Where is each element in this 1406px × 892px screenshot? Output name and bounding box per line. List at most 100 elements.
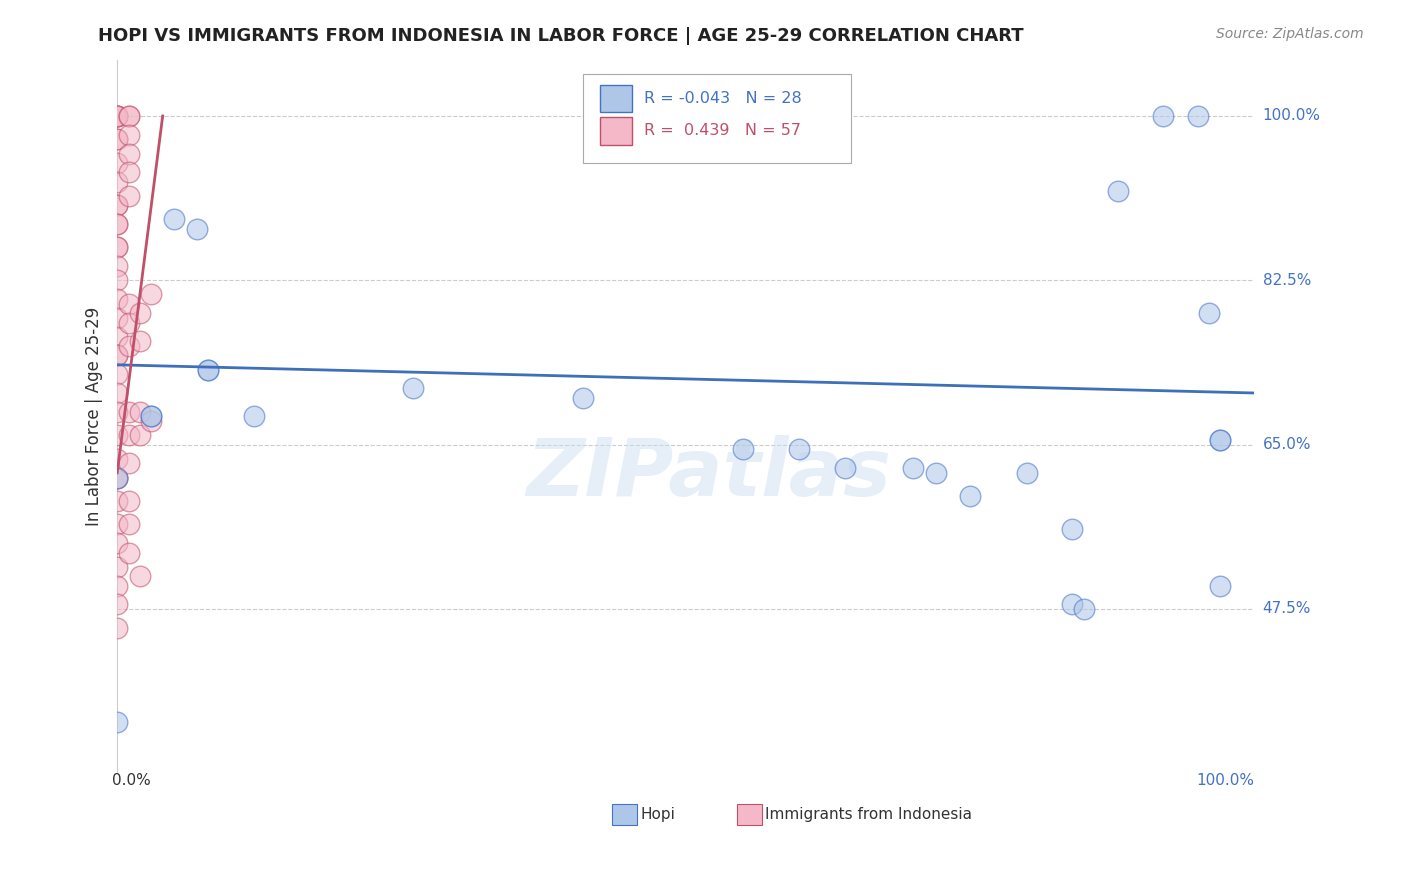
Y-axis label: In Labor Force | Age 25-29: In Labor Force | Age 25-29: [86, 307, 103, 526]
Point: [1152, 109, 1174, 123]
Point: [105, 348, 128, 362]
FancyBboxPatch shape: [583, 74, 851, 163]
Text: ZIPatlas: ZIPatlas: [526, 434, 891, 513]
Point: [834, 461, 856, 475]
Point: [141, 409, 163, 424]
Point: [105, 470, 128, 484]
Point: [129, 428, 152, 442]
Text: 47.5%: 47.5%: [1263, 601, 1310, 616]
Point: [789, 442, 811, 457]
Text: 65.0%: 65.0%: [1263, 437, 1312, 452]
Point: [105, 348, 128, 362]
FancyBboxPatch shape: [737, 804, 762, 825]
Point: [105, 517, 128, 532]
Point: [105, 259, 128, 273]
Point: [105, 273, 128, 287]
Point: [197, 362, 219, 376]
Point: [925, 466, 948, 480]
Point: [105, 597, 128, 611]
Point: [105, 621, 128, 635]
FancyBboxPatch shape: [600, 118, 633, 145]
Point: [117, 146, 139, 161]
Point: [105, 217, 128, 231]
Text: 100.0%: 100.0%: [1263, 109, 1320, 123]
Point: [105, 451, 128, 466]
Point: [105, 132, 128, 146]
Point: [117, 316, 139, 330]
Point: [117, 165, 139, 179]
Text: 82.5%: 82.5%: [1263, 273, 1310, 288]
FancyBboxPatch shape: [612, 804, 637, 825]
Text: HOPI VS IMMIGRANTS FROM INDONESIA IN LABOR FORCE | AGE 25-29 CORRELATION CHART: HOPI VS IMMIGRANTS FROM INDONESIA IN LAB…: [98, 27, 1024, 45]
Point: [1107, 184, 1129, 198]
Text: R = -0.043   N = 28: R = -0.043 N = 28: [644, 91, 801, 106]
Point: [129, 334, 152, 349]
Point: [117, 405, 139, 419]
Point: [105, 405, 128, 419]
Point: [105, 329, 128, 343]
Point: [117, 109, 139, 123]
Point: [1062, 522, 1084, 536]
Point: [117, 339, 139, 353]
Point: [1015, 466, 1038, 480]
Text: Immigrants from Indonesia: Immigrants from Indonesia: [765, 806, 973, 822]
Point: [105, 109, 128, 123]
Point: [117, 494, 139, 508]
Point: [105, 132, 128, 146]
Point: [197, 362, 219, 376]
Point: [572, 391, 595, 405]
Point: [402, 381, 425, 395]
Point: [141, 409, 163, 424]
Point: [105, 559, 128, 574]
Point: [105, 109, 128, 123]
Point: [117, 128, 139, 142]
Point: [1062, 597, 1084, 611]
Point: [903, 461, 925, 475]
Point: [117, 517, 139, 532]
Point: [1209, 578, 1232, 592]
Text: R =  0.439   N = 57: R = 0.439 N = 57: [644, 123, 800, 138]
Point: [105, 494, 128, 508]
Point: [105, 156, 128, 170]
Point: [163, 212, 186, 227]
Point: [105, 240, 128, 254]
Point: [117, 428, 139, 442]
Point: [105, 217, 128, 231]
Point: [105, 386, 128, 401]
Point: [105, 714, 128, 729]
Point: [731, 442, 754, 457]
Point: [186, 221, 208, 235]
Point: [129, 306, 152, 320]
Point: [117, 297, 139, 311]
Point: [105, 470, 128, 484]
Point: [1209, 433, 1232, 447]
Point: [105, 198, 128, 212]
Point: [105, 198, 128, 212]
Point: [117, 188, 139, 202]
Point: [105, 109, 128, 123]
Point: [105, 292, 128, 306]
Text: Hopi: Hopi: [640, 806, 675, 822]
Point: [117, 546, 139, 560]
Text: 100.0%: 100.0%: [1197, 773, 1254, 789]
Point: [129, 405, 152, 419]
Point: [141, 414, 163, 428]
Point: [105, 310, 128, 325]
Point: [105, 536, 128, 550]
Point: [1187, 109, 1209, 123]
Point: [105, 109, 128, 123]
Text: 0.0%: 0.0%: [111, 773, 150, 789]
FancyBboxPatch shape: [600, 86, 633, 112]
Point: [105, 578, 128, 592]
Point: [117, 109, 139, 123]
Point: [105, 240, 128, 254]
Point: [141, 287, 163, 301]
Text: Source: ZipAtlas.com: Source: ZipAtlas.com: [1216, 27, 1364, 41]
Point: [242, 409, 264, 424]
Point: [1198, 306, 1220, 320]
Point: [1209, 433, 1232, 447]
Point: [105, 175, 128, 189]
Point: [129, 569, 152, 583]
Point: [1073, 602, 1095, 616]
Point: [105, 470, 128, 484]
